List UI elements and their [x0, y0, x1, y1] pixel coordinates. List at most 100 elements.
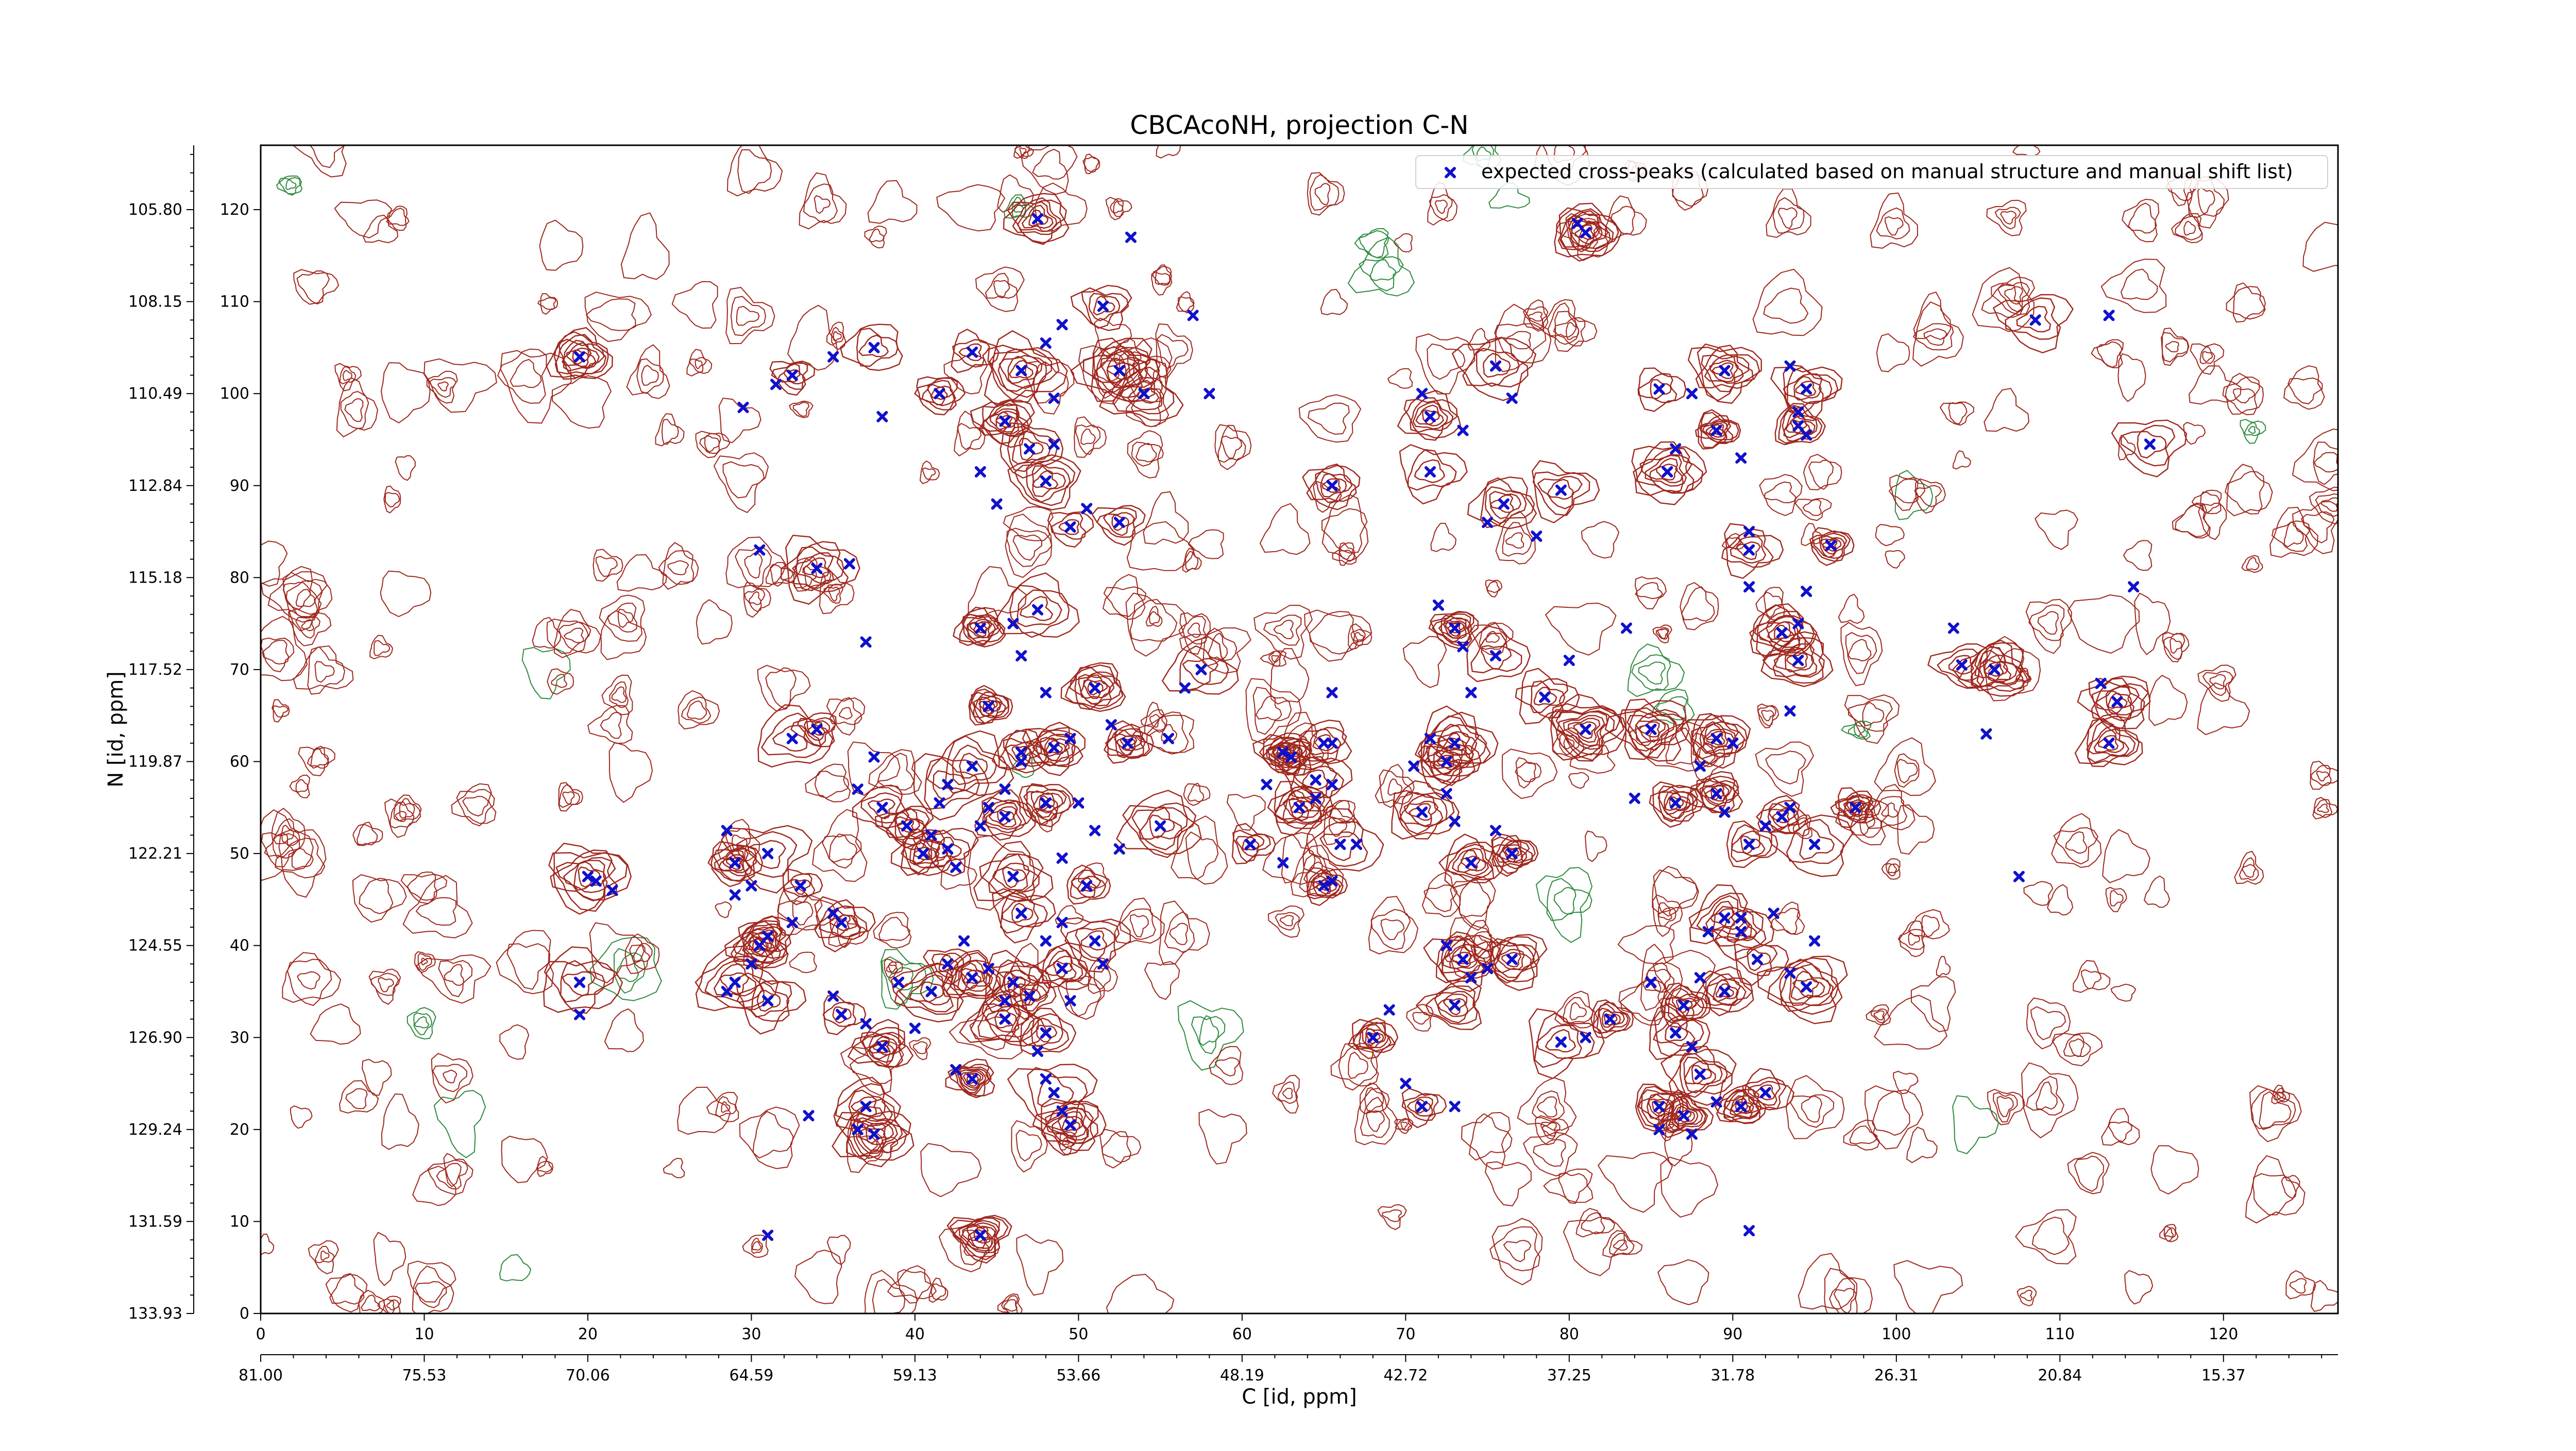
noise-contour [812, 809, 868, 882]
cross-peak-marker [1686, 1041, 1698, 1053]
peak-contour [923, 948, 972, 985]
cross-peak-marker [836, 917, 848, 929]
noise-contour [2239, 857, 2259, 881]
noise-contour [1434, 199, 1448, 214]
noise-contour [1268, 905, 1304, 938]
noise-contour [1824, 1268, 1873, 1313]
cross-peak-marker [1482, 517, 1494, 528]
noise-contour [1984, 388, 2029, 432]
noise-contour [1563, 1217, 1625, 1276]
noise-contour [2189, 365, 2242, 405]
peak-contour [1534, 1013, 1595, 1068]
noise-contour [1565, 321, 1580, 340]
peak-contour [1274, 787, 1323, 824]
peak-contour [1016, 201, 1058, 232]
peak-contour [959, 1220, 1000, 1252]
noise-contour [1893, 1260, 1963, 1313]
cross-peak-marker [1506, 953, 1518, 965]
cross-peak-marker [974, 820, 986, 832]
cross-peak-marker [852, 783, 863, 795]
cross-peak-marker [1489, 825, 1501, 837]
cross-peak-marker [1735, 912, 1747, 924]
peak-contour [1352, 1019, 1399, 1060]
peak-contour [1064, 664, 1123, 710]
noise-contour [957, 423, 982, 450]
peak-contour [1631, 446, 1707, 505]
noise-contour [315, 1245, 335, 1264]
noise-contour [819, 570, 855, 614]
noise-contour [2222, 377, 2260, 416]
peak-contour [947, 1064, 994, 1099]
noise-contour [558, 784, 581, 808]
x-index-tick-label: 80 [1560, 1325, 1579, 1343]
negative-noise-contour [499, 1254, 532, 1282]
peak-contour [743, 915, 791, 952]
peak-contour [853, 1117, 898, 1154]
noise-contour [1786, 1075, 1845, 1139]
peak-contour [985, 1005, 1020, 1033]
noise-contour [1763, 591, 1783, 618]
peak-contour [1557, 711, 1608, 750]
peak-contour [1672, 996, 1697, 1017]
peak-contour [1702, 421, 1728, 440]
noise-contour [1494, 323, 1547, 363]
peak-contour [1684, 1060, 1716, 1085]
peak-contour [1036, 1025, 1058, 1043]
peak-contour [1770, 366, 1843, 421]
peak-contour [890, 829, 953, 876]
peak-contour [1668, 987, 1704, 1021]
peak-contour [736, 980, 792, 1022]
legend-series-label: expected cross-peaks (calculated based o… [1481, 160, 2293, 183]
peak-contour [1563, 715, 1605, 747]
noise-contour [599, 594, 646, 642]
negative-noise-contour [521, 647, 571, 699]
cross-peak-marker [876, 1041, 888, 1053]
noise-contour [2241, 555, 2263, 573]
noise-contour [1485, 1161, 1532, 1206]
peak-contour [1809, 530, 1851, 562]
peak-contour [1704, 354, 1744, 384]
peak-contour [1071, 876, 1101, 898]
noise-contour [1226, 794, 1266, 831]
peak-contour [1567, 718, 1601, 743]
y-ppm-tick-label: 110.49 [128, 385, 182, 403]
noise-contour [2102, 829, 2150, 883]
peak-contour [1013, 983, 1048, 1012]
noise-contour [1143, 491, 1189, 545]
noise-contour [2197, 187, 2215, 215]
noise-contour [1770, 901, 1805, 935]
noise-contour [876, 1136, 899, 1153]
cross-peak-marker [1449, 737, 1461, 749]
cross-peak-marker [1768, 908, 1780, 919]
cross-peak-marker [1784, 360, 1796, 372]
peak-contour [1555, 710, 1615, 756]
noise-contour [794, 1250, 842, 1304]
noise-contour [1382, 1209, 1402, 1222]
peak-contour [2016, 305, 2052, 333]
y-axis-label: N [id, ppm] [104, 671, 128, 788]
peak-contour [771, 362, 808, 390]
peak-contour [1637, 373, 1677, 403]
peak-contour [1007, 199, 1067, 245]
noise-contour [1185, 831, 1219, 880]
negative-noise-contour [278, 177, 302, 196]
noise-contour [744, 552, 763, 579]
noise-contour [1113, 201, 1124, 214]
noise-contour [2105, 886, 2127, 912]
noise-contour [1332, 542, 1357, 565]
peak-contour [1415, 404, 1444, 426]
peak-contour [1050, 513, 1086, 540]
noise-contour [386, 1301, 395, 1310]
noise-contour [1843, 1119, 1880, 1151]
peak-contour [1416, 980, 1482, 1030]
noise-contour [1093, 966, 1111, 990]
noise-contour [1908, 933, 1921, 946]
cross-peak-marker [974, 1230, 986, 1241]
peak-contour [1703, 728, 1728, 748]
peak-contour [1276, 747, 1303, 768]
noise-contour [553, 609, 601, 658]
peak-contour [1547, 479, 1574, 500]
cross-peak-marker [729, 857, 741, 868]
noise-contour [1470, 623, 1514, 657]
